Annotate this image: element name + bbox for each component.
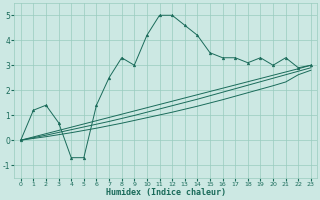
- X-axis label: Humidex (Indice chaleur): Humidex (Indice chaleur): [106, 188, 226, 197]
